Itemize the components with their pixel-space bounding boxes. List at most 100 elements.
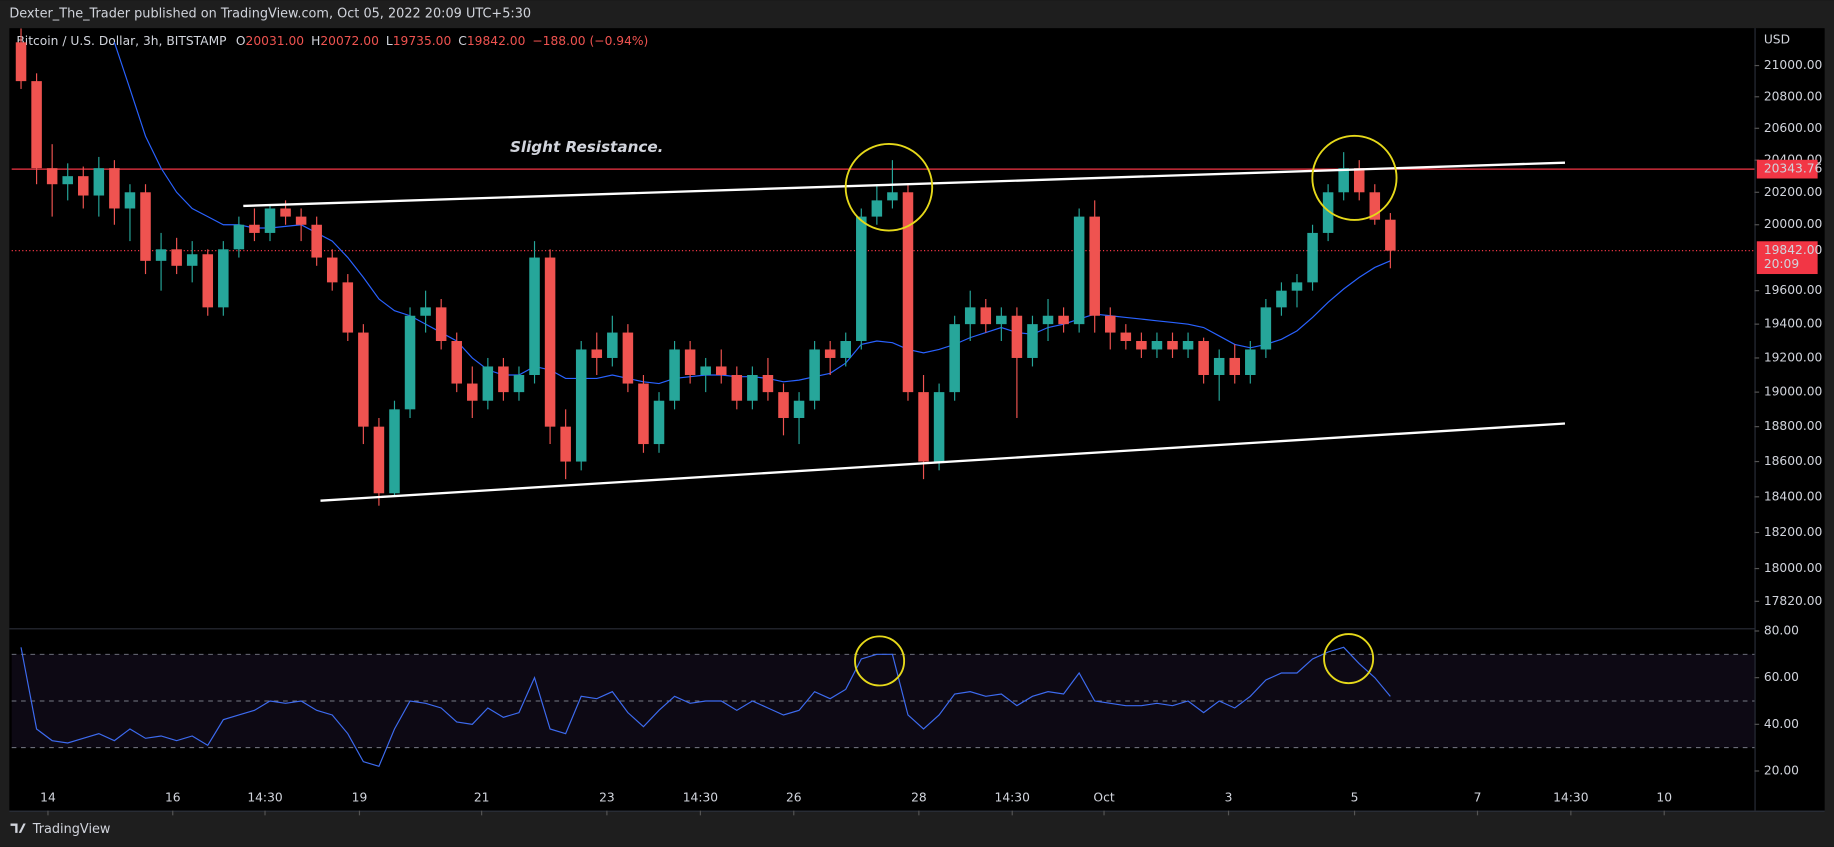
candle-body bbox=[887, 192, 898, 201]
candle-body bbox=[93, 168, 105, 196]
candle-body bbox=[435, 307, 447, 342]
candle-body bbox=[980, 307, 992, 325]
candle-body bbox=[1136, 341, 1147, 350]
symbol-header: Bitcoin / U.S. Dollar, 3h, BITSTAMP O2003… bbox=[16, 34, 648, 48]
candle-body bbox=[1104, 315, 1116, 333]
candle-body bbox=[1182, 341, 1194, 350]
last-price-time: 20:09 bbox=[1764, 257, 1799, 271]
candle-body bbox=[933, 392, 945, 462]
x-tick-label: 14:30 bbox=[683, 790, 718, 804]
candle-body bbox=[140, 192, 151, 261]
rsi-line bbox=[20, 646, 1391, 768]
candle-body bbox=[1353, 168, 1365, 193]
candle-body bbox=[762, 374, 774, 393]
x-tick-label: 28 bbox=[911, 790, 927, 804]
change: −188.00 (−0.94%) bbox=[532, 34, 648, 48]
y-tick-label: 18000.00 bbox=[1764, 561, 1823, 575]
candle-body bbox=[109, 168, 120, 209]
candle-body bbox=[684, 349, 696, 375]
y-tick-label: 18400.00 bbox=[1764, 489, 1823, 503]
candle-body bbox=[918, 392, 929, 462]
candle-body bbox=[856, 216, 867, 342]
candle-body bbox=[1260, 307, 1272, 350]
candle-body bbox=[31, 81, 42, 169]
candle-body bbox=[311, 224, 322, 258]
x-tick-label: 7 bbox=[1474, 790, 1482, 804]
candle-body bbox=[1322, 192, 1334, 233]
candle-body bbox=[793, 400, 805, 418]
y-tick-label: 19200.00 bbox=[1764, 350, 1823, 364]
x-tick-label: 26 bbox=[786, 790, 802, 804]
x-tick-label: 5 bbox=[1351, 790, 1359, 804]
candle-body bbox=[1213, 357, 1225, 375]
resistance-label-bg bbox=[1756, 159, 1818, 179]
ohlc-key: C bbox=[458, 34, 467, 48]
candle-body bbox=[264, 208, 276, 233]
candle-body bbox=[1198, 341, 1209, 375]
x-tick-label: Oct bbox=[1093, 790, 1114, 804]
brand-logo bbox=[10, 823, 26, 833]
ohlc-key: L bbox=[386, 34, 393, 48]
ohlc-value: 19735.00 bbox=[393, 34, 452, 48]
x-tick-label: 14:30 bbox=[247, 790, 282, 804]
y-tick-label: 19000.00 bbox=[1764, 385, 1823, 399]
candle-body bbox=[171, 249, 182, 266]
candle-body bbox=[591, 349, 603, 358]
candle-body bbox=[404, 315, 416, 410]
candle-body bbox=[529, 257, 540, 375]
candle-body bbox=[902, 192, 914, 393]
candle-body bbox=[389, 409, 400, 494]
x-tick-label: 3 bbox=[1225, 790, 1233, 804]
candle-body bbox=[1276, 290, 1287, 308]
candle-body bbox=[715, 366, 727, 375]
candle-body bbox=[653, 400, 665, 445]
candle-body bbox=[358, 332, 369, 427]
candle-body bbox=[498, 366, 509, 393]
y-tick-label: 17820.00 bbox=[1764, 594, 1823, 608]
x-tick-label: 10 bbox=[1656, 790, 1672, 804]
y-tick-label: 20200.00 bbox=[1764, 185, 1823, 199]
highlight-circle bbox=[844, 143, 934, 232]
rsi-tick-label: 40.00 bbox=[1764, 717, 1799, 731]
candle-body bbox=[420, 307, 431, 316]
ohlc-value: 20031.00 bbox=[246, 34, 305, 48]
candle-body bbox=[218, 249, 229, 308]
candle-body bbox=[1027, 324, 1038, 358]
candle-body bbox=[1120, 332, 1132, 342]
publisher: Dexter_The_Trader published on TradingVi… bbox=[9, 7, 531, 22]
ohlc-key: O bbox=[236, 34, 246, 48]
candle-body bbox=[1229, 357, 1241, 375]
candle-body bbox=[964, 307, 976, 325]
candle-body bbox=[1369, 192, 1381, 220]
candle-body bbox=[342, 282, 354, 333]
candle-body bbox=[669, 349, 680, 401]
highlight-circle bbox=[1323, 633, 1375, 685]
symbol-title: Bitcoin / U.S. Dollar, 3h, BITSTAMP bbox=[16, 34, 226, 48]
candle-body bbox=[778, 392, 789, 418]
candle-body bbox=[1089, 216, 1100, 316]
candle-body bbox=[700, 366, 711, 375]
candle-body bbox=[249, 224, 260, 233]
candle-body bbox=[1073, 216, 1085, 325]
candle-body bbox=[731, 374, 743, 401]
candle-body bbox=[1058, 315, 1069, 325]
y-tick-label: 20800.00 bbox=[1764, 89, 1823, 103]
footer-brand: TradingView bbox=[32, 822, 111, 837]
candle-body bbox=[1245, 349, 1256, 375]
candle-body bbox=[1042, 315, 1054, 325]
resistance-label: 20343.76 bbox=[1764, 162, 1823, 176]
candle-body bbox=[373, 426, 385, 494]
x-tick-label: 16 bbox=[165, 790, 181, 804]
plot: 21000.0020800.0020600.0020400.0020200.00… bbox=[11, 28, 1823, 816]
y-tick-label: 18800.00 bbox=[1764, 419, 1823, 433]
y-tick-label: 20600.00 bbox=[1764, 121, 1823, 135]
candle-body bbox=[1011, 315, 1023, 358]
ohlc-value: 20072.00 bbox=[320, 34, 379, 48]
last-price-bg bbox=[1756, 241, 1818, 275]
candle-body bbox=[295, 216, 307, 225]
upper-trendline bbox=[243, 161, 1566, 208]
candle-body bbox=[186, 254, 198, 266]
candle-body bbox=[544, 257, 556, 427]
y-tick-label: 20000.00 bbox=[1764, 217, 1823, 231]
rsi-tick-label: 60.00 bbox=[1764, 670, 1799, 684]
